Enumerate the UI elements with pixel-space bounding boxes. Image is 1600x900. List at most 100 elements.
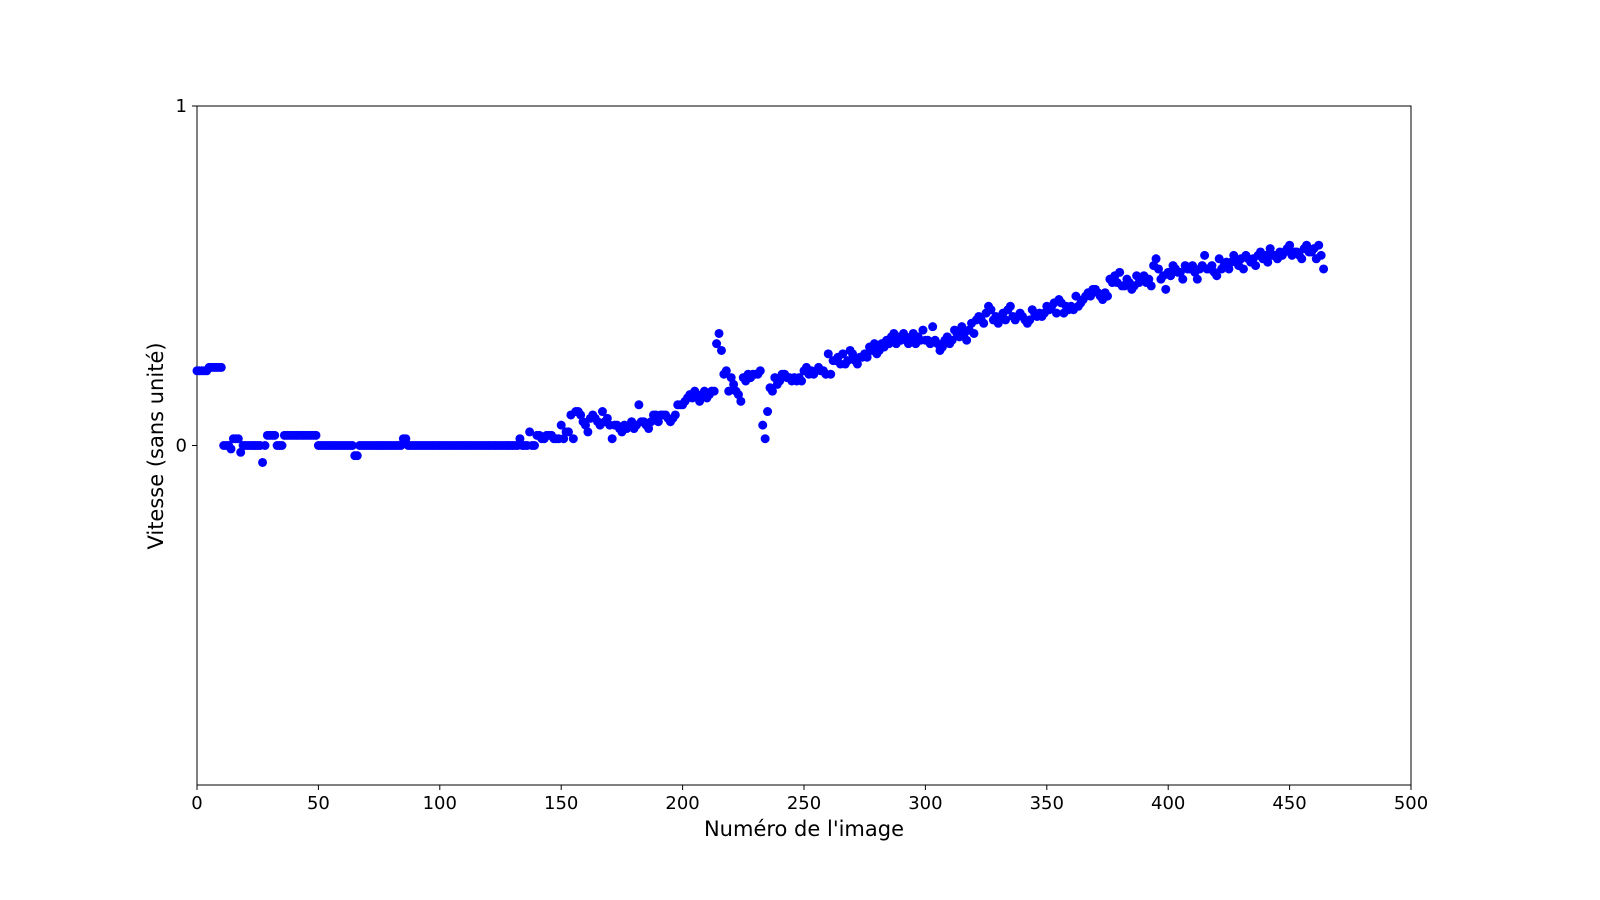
point (1153, 264, 1163, 274)
point (1161, 284, 1171, 294)
point (969, 328, 979, 338)
x-tick-label: 200 (665, 793, 699, 814)
x-tick-label: 450 (1272, 793, 1306, 814)
point (525, 427, 535, 437)
point (838, 349, 848, 359)
point (1086, 291, 1096, 301)
point (1103, 291, 1112, 301)
point (1319, 264, 1329, 274)
point (1212, 271, 1222, 281)
point (1192, 274, 1202, 284)
point (311, 430, 321, 440)
point (823, 349, 833, 359)
x-tick-label: 0 (191, 793, 202, 814)
point (568, 434, 578, 444)
x-tick-label: 100 (423, 793, 457, 814)
x-tick-label: 350 (1030, 793, 1064, 814)
point (260, 441, 270, 450)
point (797, 376, 807, 386)
point (1175, 267, 1185, 277)
point (726, 373, 736, 383)
point (1001, 315, 1011, 325)
point (216, 362, 226, 372)
point (1285, 240, 1295, 250)
point (862, 352, 872, 362)
x-tick-label: 150 (544, 793, 578, 814)
point (716, 345, 726, 355)
point (695, 396, 705, 406)
point (1166, 271, 1176, 281)
point (396, 441, 406, 450)
point (583, 427, 593, 437)
point (986, 305, 996, 315)
point (843, 356, 853, 366)
y-tick-label: 1 (176, 96, 187, 117)
point (644, 424, 654, 434)
point (729, 379, 739, 389)
point (884, 339, 894, 349)
point (646, 417, 656, 427)
point (236, 447, 246, 457)
point (928, 322, 938, 332)
point (1200, 250, 1210, 260)
point (1265, 244, 1275, 254)
point (634, 400, 644, 410)
x-tick-label: 400 (1151, 793, 1185, 814)
point (736, 396, 746, 406)
point (1187, 261, 1197, 271)
point (767, 386, 777, 396)
point (602, 413, 612, 423)
point (993, 318, 1003, 328)
point (957, 322, 967, 332)
point (401, 434, 411, 444)
point (1178, 274, 1188, 284)
point (1238, 264, 1248, 274)
point (721, 366, 731, 376)
point (653, 417, 663, 427)
point (979, 318, 989, 328)
y-tick-label: 0 (176, 436, 187, 457)
point (576, 410, 586, 420)
point (233, 434, 243, 444)
point (559, 434, 569, 444)
point (607, 434, 617, 444)
point (755, 366, 765, 376)
point (1144, 274, 1154, 284)
point (556, 420, 566, 430)
point (1025, 315, 1035, 325)
point (1302, 240, 1312, 250)
point (724, 386, 734, 396)
point (760, 434, 770, 444)
point (869, 339, 879, 349)
y-axis-label: Vitesse (sans unité) (144, 342, 168, 549)
point (270, 430, 280, 440)
point (1071, 291, 1081, 301)
point (515, 434, 525, 444)
point (529, 441, 539, 450)
point (918, 325, 928, 335)
x-axis-label: Numéro de l'image (704, 817, 904, 841)
x-tick-label: 50 (307, 793, 330, 814)
point (758, 420, 768, 430)
point (563, 427, 573, 437)
point (1263, 257, 1273, 267)
point (937, 342, 947, 352)
point (597, 407, 607, 417)
point (258, 457, 268, 467)
point (1316, 250, 1326, 260)
point (826, 369, 836, 379)
point (709, 386, 719, 396)
point (712, 339, 722, 349)
point (352, 451, 362, 461)
point (1207, 261, 1217, 271)
point (1260, 250, 1270, 260)
point (1146, 281, 1156, 291)
point (962, 335, 972, 345)
x-tick-label: 250 (787, 793, 821, 814)
point (1314, 240, 1324, 250)
point (347, 441, 357, 450)
x-tick-label: 500 (1394, 793, 1428, 814)
point (226, 444, 236, 454)
point (848, 349, 858, 359)
